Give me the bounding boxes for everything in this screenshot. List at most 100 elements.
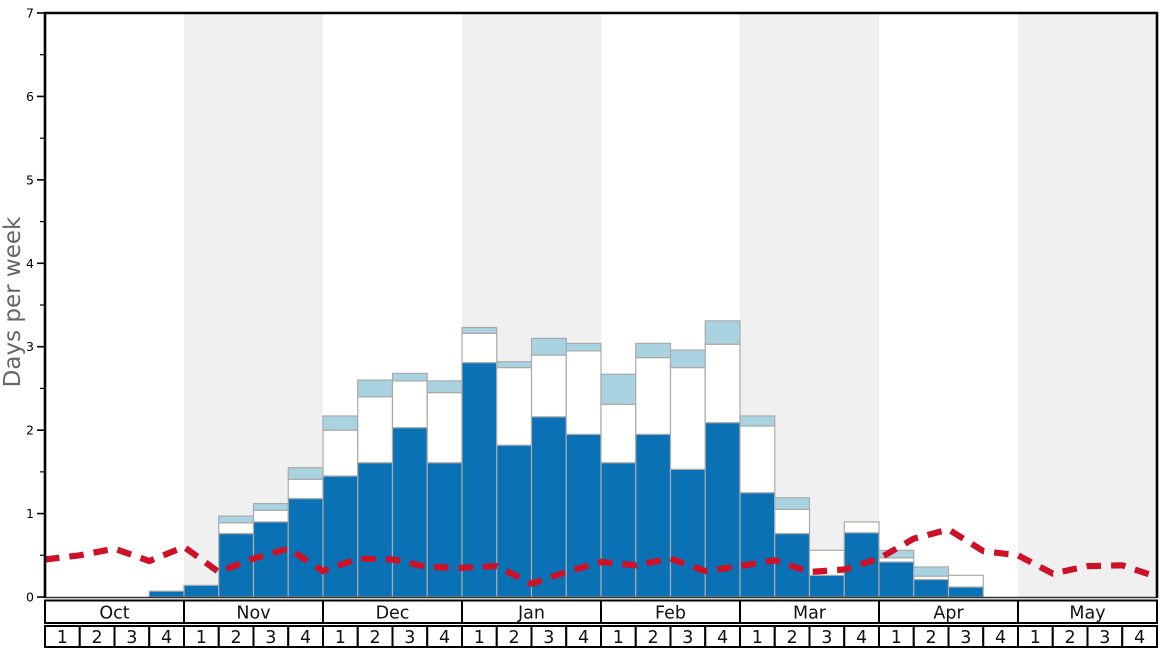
bar-segment-days-primary-dark-blue bbox=[287, 497, 324, 598]
month-label: Jan bbox=[517, 604, 545, 624]
week-number-label: 2 bbox=[370, 628, 381, 648]
bar-segment-days-secondary-white bbox=[530, 354, 567, 418]
week-number-label: 3 bbox=[126, 628, 137, 648]
bar-segment-days-secondary-white bbox=[600, 403, 637, 464]
bar-segment-days-tertiary-light-blue bbox=[704, 320, 741, 345]
bar-segment-days-tertiary-light-blue bbox=[774, 497, 811, 511]
bar-segment-days-secondary-white bbox=[391, 380, 428, 429]
bar-segment-days-primary-dark-blue bbox=[913, 578, 950, 598]
bar-segment-days-tertiary-light-blue bbox=[426, 380, 463, 394]
bar-segment-days-secondary-white bbox=[947, 574, 984, 588]
bar-segment-days-primary-dark-blue bbox=[669, 468, 706, 598]
bar-segment-days-secondary-white bbox=[252, 509, 289, 523]
bar-segment-days-primary-dark-blue bbox=[183, 584, 220, 598]
bar-segment-days-primary-dark-blue bbox=[426, 462, 463, 598]
week-number-label: 1 bbox=[57, 628, 68, 648]
bar-segment-days-secondary-white bbox=[218, 522, 255, 535]
y-tick-label: 7 bbox=[26, 6, 34, 21]
bar-segment-days-tertiary-light-blue bbox=[496, 361, 533, 369]
week-number-label: 2 bbox=[648, 628, 659, 648]
y-tick-label: 4 bbox=[26, 256, 34, 271]
week-cell bbox=[1121, 625, 1158, 648]
bar-segment-days-primary-dark-blue bbox=[878, 561, 915, 598]
y-tick-label: 6 bbox=[26, 89, 34, 104]
week-number-label: 2 bbox=[926, 628, 937, 648]
week-number-label: 3 bbox=[265, 628, 276, 648]
week-number-label: 2 bbox=[509, 628, 520, 648]
week-number-label: 1 bbox=[196, 628, 207, 648]
bar-segment-days-secondary-white bbox=[426, 392, 463, 464]
week-number-label: 4 bbox=[856, 628, 867, 648]
bar-segment-days-primary-dark-blue bbox=[357, 462, 394, 598]
bar-segment-days-tertiary-light-blue bbox=[287, 467, 324, 480]
bar-segment-days-secondary-white bbox=[843, 521, 880, 534]
bar-segment-days-secondary-white bbox=[565, 350, 602, 435]
month-band-may bbox=[1018, 13, 1157, 597]
week-number-label: 1 bbox=[474, 628, 485, 648]
y-tick-label: 5 bbox=[26, 172, 34, 187]
bar-segment-days-secondary-white bbox=[287, 478, 324, 500]
week-number-label: 2 bbox=[1065, 628, 1076, 648]
bar-segment-days-primary-dark-blue bbox=[739, 492, 776, 598]
y-tick-label: 2 bbox=[26, 423, 34, 438]
bar-segment-days-tertiary-light-blue bbox=[252, 502, 289, 511]
week-number-label: 4 bbox=[439, 628, 450, 648]
bar-segment-days-primary-dark-blue bbox=[461, 361, 498, 598]
week-number-label: 3 bbox=[404, 628, 415, 648]
bar-segment-days-primary-dark-blue bbox=[947, 586, 984, 598]
week-number-label: 4 bbox=[578, 628, 589, 648]
y-tick-label: 3 bbox=[26, 339, 34, 354]
week-number-label: 3 bbox=[682, 628, 693, 648]
bar-segment-days-tertiary-light-blue bbox=[357, 379, 394, 398]
bar-segment-days-tertiary-light-blue bbox=[669, 349, 706, 369]
bar-segment-days-tertiary-light-blue bbox=[600, 373, 637, 405]
week-number-label: 4 bbox=[161, 628, 172, 648]
week-number-label: 4 bbox=[300, 628, 311, 648]
bar-segment-days-secondary-white bbox=[878, 557, 915, 563]
week-number-label: 1 bbox=[335, 628, 346, 648]
week-number-label: 2 bbox=[787, 628, 798, 648]
bar-segment-days-secondary-white bbox=[739, 425, 776, 494]
bar-segment-days-primary-dark-blue bbox=[635, 433, 672, 598]
bar-segment-days-primary-dark-blue bbox=[530, 416, 567, 598]
bar-segment-days-tertiary-light-blue bbox=[565, 342, 602, 352]
bar-segment-days-secondary-white bbox=[496, 366, 533, 446]
month-label: Nov bbox=[236, 604, 270, 624]
bar-segment-days-secondary-white bbox=[357, 396, 394, 464]
bar-segment-days-tertiary-light-blue bbox=[218, 515, 255, 524]
bar-segment-days-secondary-white bbox=[669, 366, 706, 470]
month-label: Dec bbox=[376, 604, 410, 624]
bar-segment-days-secondary-white bbox=[461, 332, 498, 364]
bar-segment-days-primary-dark-blue bbox=[600, 462, 637, 598]
month-label: Apr bbox=[933, 604, 964, 624]
bar-segment-days-tertiary-light-blue bbox=[635, 342, 672, 359]
bar-segment-days-secondary-white bbox=[635, 356, 672, 435]
week-number-label: 3 bbox=[821, 628, 832, 648]
week-number-label: 1 bbox=[613, 628, 624, 648]
bar-segment-days-tertiary-light-blue bbox=[913, 566, 950, 577]
month-label: Feb bbox=[655, 604, 686, 624]
week-number-label: 1 bbox=[1030, 628, 1041, 648]
week-number-label: 3 bbox=[960, 628, 971, 648]
month-label: Oct bbox=[99, 604, 129, 624]
week-number-label: 1 bbox=[891, 628, 902, 648]
week-number-label: 1 bbox=[752, 628, 763, 648]
bar-segment-days-tertiary-light-blue bbox=[322, 415, 359, 431]
bar-segment-days-primary-dark-blue bbox=[565, 433, 602, 598]
bar-segment-days-tertiary-light-blue bbox=[739, 415, 776, 427]
y-tick-label: 1 bbox=[26, 506, 34, 521]
week-number-label: 4 bbox=[717, 628, 728, 648]
bar-segment-days-primary-dark-blue bbox=[322, 475, 359, 598]
week-number-label: 4 bbox=[995, 628, 1006, 648]
month-label: Mar bbox=[793, 604, 827, 624]
y-tick-label: 0 bbox=[26, 590, 34, 605]
average-red-dashed-line bbox=[44, 526, 1158, 587]
bar-segment-days-tertiary-light-blue bbox=[461, 326, 498, 334]
bar-segment-days-tertiary-light-blue bbox=[530, 337, 567, 356]
week-number-label: 2 bbox=[231, 628, 242, 648]
bar-segment-days-primary-dark-blue bbox=[808, 574, 845, 598]
bar-segment-days-secondary-white bbox=[322, 429, 359, 477]
week-number-label: 2 bbox=[92, 628, 103, 648]
